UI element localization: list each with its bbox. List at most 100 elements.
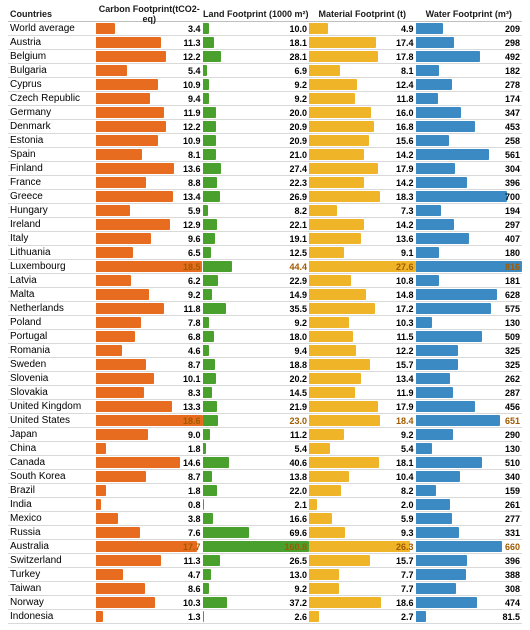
material-cell: 13.4 <box>309 372 416 385</box>
carbon-value: 3.8 <box>188 512 201 525</box>
carbon-value: 9.0 <box>188 428 201 441</box>
water-cell: 81.5 <box>416 610 523 623</box>
water-cell: 278 <box>416 78 523 91</box>
header-countries: Countries <box>8 9 96 19</box>
water-bar <box>416 289 498 300</box>
material-bar <box>309 597 381 608</box>
material-bar <box>309 79 357 90</box>
material-value: 17.9 <box>396 162 414 175</box>
material-value: 9.2 <box>401 428 414 441</box>
carbon-cell: 12.2 <box>96 120 203 133</box>
material-value: 5.4 <box>401 442 414 455</box>
table-row: Canada14.640.618.1510 <box>8 456 522 470</box>
table-row: Russia7.669.69.3331 <box>8 526 522 540</box>
carbon-value: 14.6 <box>183 456 201 469</box>
water-cell: 298 <box>416 36 523 49</box>
land-cell: 14.9 <box>203 288 310 301</box>
material-bar <box>309 149 364 160</box>
carbon-cell: 4.6 <box>96 344 203 357</box>
material-bar <box>309 457 379 468</box>
carbon-value: 12.2 <box>183 120 201 133</box>
material-value: 17.4 <box>396 36 414 49</box>
land-cell: 9.2 <box>203 316 310 329</box>
land-cell: 6.9 <box>203 64 310 77</box>
carbon-cell: 7.6 <box>96 526 203 539</box>
water-cell: 331 <box>416 526 523 539</box>
carbon-bar <box>96 597 155 608</box>
carbon-value: 3.4 <box>188 22 201 35</box>
land-bar <box>203 513 214 524</box>
land-value: 160.8 <box>284 540 307 553</box>
table-row: Greece13.426.918.3700 <box>8 190 522 204</box>
material-bar <box>309 583 339 594</box>
land-bar <box>203 219 218 230</box>
water-value: 261 <box>505 498 520 511</box>
country-cell: Russia <box>8 527 96 538</box>
carbon-bar <box>96 247 133 258</box>
material-cell: 14.8 <box>309 288 416 301</box>
land-cell: 21.9 <box>203 400 310 413</box>
water-cell: 660 <box>416 540 523 553</box>
carbon-cell: 17.7 <box>96 540 203 553</box>
water-value: 331 <box>505 526 520 539</box>
material-value: 12.4 <box>396 78 414 91</box>
country-cell: Luxembourg <box>8 261 96 272</box>
material-value: 11.9 <box>396 386 413 399</box>
land-value: 20.9 <box>289 134 307 147</box>
material-cell: 11.5 <box>309 330 416 343</box>
carbon-bar <box>96 275 131 286</box>
material-cell: 9.3 <box>309 526 416 539</box>
carbon-bar <box>96 163 174 174</box>
land-value: 20.0 <box>289 106 307 119</box>
water-value: 651 <box>505 414 520 427</box>
carbon-bar <box>96 611 103 622</box>
material-cell: 26.3 <box>309 540 416 553</box>
land-cell: 35.5 <box>203 302 310 315</box>
carbon-bar <box>96 499 101 510</box>
carbon-bar <box>96 527 140 538</box>
material-bar <box>309 247 344 258</box>
table-row: World average3.410.04.9209 <box>8 22 522 36</box>
carbon-cell: 3.4 <box>96 22 203 35</box>
country-cell: Denmark <box>8 121 96 132</box>
table-row: Turkey4.713.07.7388 <box>8 568 522 582</box>
carbon-value: 7.8 <box>188 316 201 329</box>
land-cell: 8.2 <box>203 204 310 217</box>
land-cell: 9.2 <box>203 78 310 91</box>
water-value: 278 <box>505 78 520 91</box>
carbon-bar <box>96 373 154 384</box>
material-value: 14.2 <box>396 176 414 189</box>
header-land: Land Footprint (1000 m²) <box>203 6 310 21</box>
water-value: 325 <box>505 344 520 357</box>
material-bar <box>309 317 349 328</box>
material-bar <box>309 289 366 300</box>
land-cell: 22.9 <box>203 274 310 287</box>
water-value: 298 <box>505 36 520 49</box>
land-bar <box>203 65 208 76</box>
carbon-value: 1.8 <box>188 484 201 497</box>
water-value: 297 <box>505 218 520 231</box>
water-value: 816 <box>505 260 520 273</box>
material-value: 26.3 <box>396 540 414 553</box>
country-cell: Hungary <box>8 205 96 216</box>
carbon-cell: 0.8 <box>96 498 203 511</box>
land-bar <box>203 107 216 118</box>
carbon-value: 18.6 <box>183 414 201 427</box>
land-value: 13.0 <box>289 568 307 581</box>
country-cell: Lithuania <box>8 247 96 258</box>
carbon-value: 13.3 <box>183 400 201 413</box>
water-value: 194 <box>505 204 520 217</box>
water-value: 277 <box>505 512 520 525</box>
carbon-value: 5.4 <box>188 64 201 77</box>
land-value: 12.5 <box>289 246 307 259</box>
land-value: 21.9 <box>289 400 307 413</box>
carbon-bar <box>96 303 164 314</box>
water-value: 388 <box>505 568 520 581</box>
material-bar <box>309 177 364 188</box>
land-value: 9.2 <box>294 92 307 105</box>
carbon-bar <box>96 555 161 566</box>
carbon-value: 12.2 <box>183 50 201 63</box>
material-cell: 4.9 <box>309 22 416 35</box>
table-body: World average3.410.04.9209Austria11.318.… <box>8 22 522 624</box>
water-value: 456 <box>505 400 520 413</box>
